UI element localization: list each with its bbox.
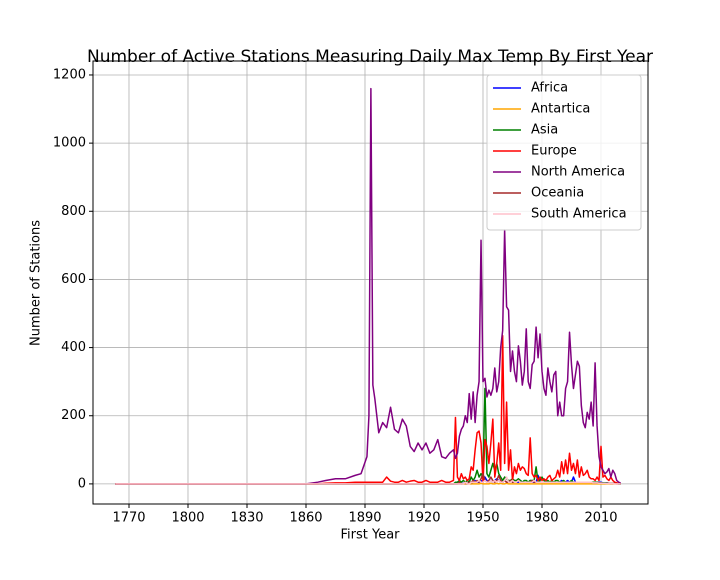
x-tick-label: 1980: [525, 511, 558, 526]
series-line: [115, 87, 622, 485]
legend-label: Africa: [531, 81, 568, 96]
series-line: [115, 476, 621, 485]
y-tick-label: 800: [61, 204, 86, 219]
axes-frame: [92, 60, 649, 505]
y-tick-label: 1000: [53, 136, 86, 151]
x-tick-label: 1890: [348, 511, 381, 526]
x-tick-label: 1770: [112, 511, 145, 526]
legend-label: Asia: [531, 123, 558, 138]
y-tick-label: 400: [61, 340, 86, 355]
x-axis-label: First Year: [340, 528, 400, 543]
y-tick-label: 1200: [53, 67, 86, 82]
legend: Africa Antartica Asia Europe North America Oc…: [486, 74, 642, 231]
x-tick-label: 1830: [230, 511, 263, 526]
y-tick-label: 200: [61, 408, 86, 423]
legend-label: Antartica: [531, 102, 590, 117]
legend-label: Europe: [531, 144, 577, 159]
x-tick-label: 2010: [584, 511, 617, 526]
y-tick-label: 0: [78, 476, 86, 491]
legend-box: [486, 74, 642, 231]
chart-title: Number of Active Stations Measuring Dail…: [87, 47, 653, 67]
y-axis-label: Number of Stations: [29, 220, 44, 346]
ticks: 1770 1800 1830 1860 1890 1920 1950 1980 2010 0 200…: [53, 67, 618, 525]
plot-lines: [115, 87, 622, 485]
x-tick-label: 1920: [407, 511, 440, 526]
x-tick-label: 1950: [466, 511, 499, 526]
legend-label: North America: [531, 165, 625, 180]
legend-label: Oceania: [531, 186, 584, 201]
legend-label: South America: [531, 207, 627, 222]
x-tick-label: 1860: [289, 511, 322, 526]
series-line: [115, 334, 621, 485]
y-tick-label: 600: [61, 272, 86, 287]
x-tick-label: 1800: [171, 511, 204, 526]
